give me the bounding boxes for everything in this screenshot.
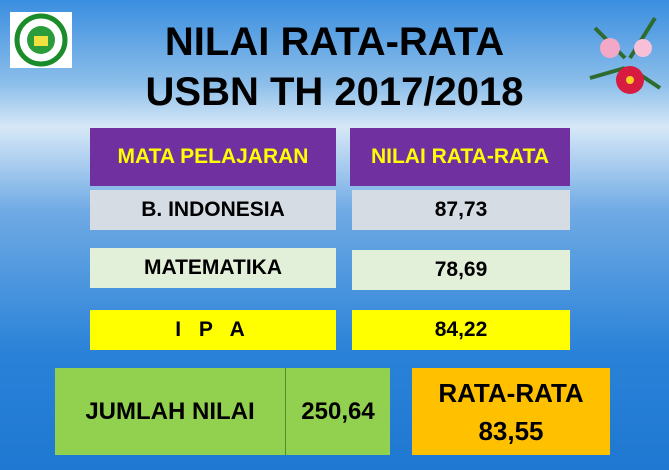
score-cell: 84,22 — [352, 310, 570, 350]
total-value: 250,64 — [286, 368, 390, 455]
average-box: RATA-RATA 83,55 — [412, 368, 610, 455]
total-label: JUMLAH NILAI — [55, 368, 286, 455]
school-logo — [10, 12, 72, 68]
flower-decoration — [589, 16, 662, 94]
average-label: RATA-RATA — [438, 377, 584, 408]
column-header: NILAI RATA-RATA — [350, 128, 570, 186]
average-value: 83,55 — [478, 415, 544, 446]
subject-cell: B. INDONESIA — [90, 190, 336, 230]
subject-cell: I P A — [90, 310, 336, 350]
subject-cell: MATEMATIKA — [90, 248, 336, 288]
score-cell: 87,73 — [352, 190, 570, 230]
title-line: NILAI RATA-RATA — [164, 20, 505, 64]
column-header: MATA PELAJARAN — [90, 128, 336, 186]
title-line: USBN TH 2017/2018 — [145, 70, 524, 114]
score-cell: 78,69 — [352, 250, 570, 290]
